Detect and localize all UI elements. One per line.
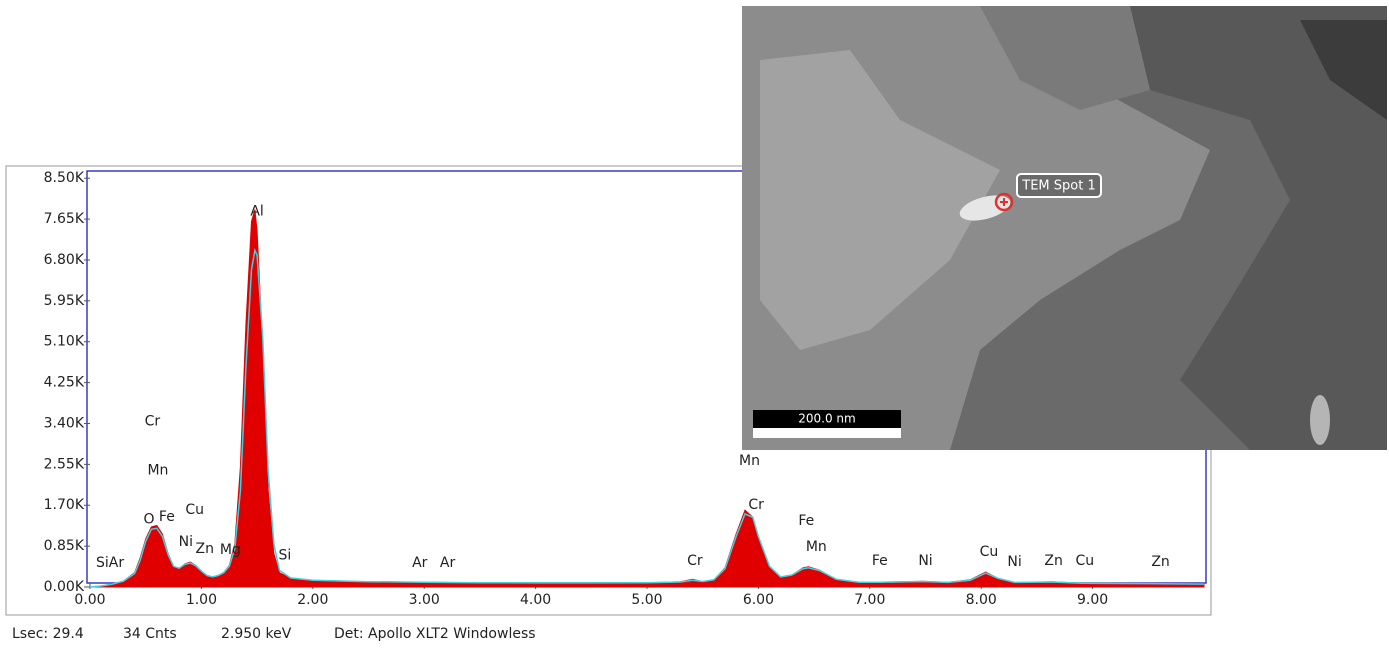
peak-label: Si [279,548,292,564]
peak-label: Ar [440,555,456,571]
x-tick-label: 4.00 [520,592,551,608]
y-tick-label: 7.65K [44,211,85,227]
peak-label: Mn [739,453,760,469]
x-tick-label: 3.00 [409,592,440,608]
status-counts: 34 Cnts [123,626,177,642]
peak-label: Fe [159,509,175,525]
y-tick-label: 6.80K [44,252,85,268]
y-tick-label: 1.70K [44,497,85,513]
peak-label: Cu [980,544,999,560]
x-tick-label: 7.00 [854,592,885,608]
y-tick-label: 2.55K [44,456,85,472]
peak-label: Zn [1044,553,1062,569]
peak-label: Cu [1075,553,1094,569]
status-lsec: Lsec: 29.4 [12,626,84,642]
y-tick-label: 0.85K [44,538,85,554]
peak-label: O [144,512,155,528]
peak-label: SiAr [96,555,124,571]
peak-label: Ni [918,553,932,569]
y-tick-label: 8.50K [44,170,85,186]
peak-label: Zn [196,541,214,557]
x-tick-label: 0.00 [74,592,105,608]
scale-bar [753,428,901,438]
peak-label: Cu [185,502,204,518]
status-detector: Det: Apollo XLT2 Windowless [334,626,536,642]
tem-image: TEM Spot 1 200.0 nm [742,6,1387,450]
peak-label: Ni [1007,554,1021,570]
x-tick-label: 8.00 [966,592,997,608]
y-tick-label: 5.95K [44,293,85,309]
x-tick-label: 6.00 [743,592,774,608]
spot-label: TEM Spot 1 [1021,179,1095,194]
peak-label: Fe [798,513,814,529]
peak-label: Al [250,203,263,219]
peak-label: Ni [179,534,193,550]
status-energy: 2.950 keV [221,626,292,642]
peak-label: Cr [687,553,703,569]
peak-label: Mg [220,542,241,558]
scale-bar-label: 200.0 nm [798,412,855,426]
x-tick-label: 9.00 [1077,592,1108,608]
peak-label: Zn [1151,554,1169,570]
peak-label: Mn [806,539,827,555]
peak-label: Cr [748,497,764,513]
peak-label: Fe [872,553,888,569]
y-tick-label: 3.40K [44,415,85,431]
y-tick-label: 4.25K [44,375,85,391]
peak-label: Cr [145,414,161,430]
peak-label: Ar [412,555,428,571]
x-tick-label: 5.00 [631,592,662,608]
x-tick-label: 1.00 [186,592,217,608]
peak-label: Mn [147,463,168,479]
eds-window: 0.00K0.85K1.70K2.55K3.40K4.25K5.10K5.95K… [0,0,1389,648]
x-tick-label: 2.00 [297,592,328,608]
y-tick-label: 5.10K [44,334,85,350]
image-feature [1310,395,1330,445]
